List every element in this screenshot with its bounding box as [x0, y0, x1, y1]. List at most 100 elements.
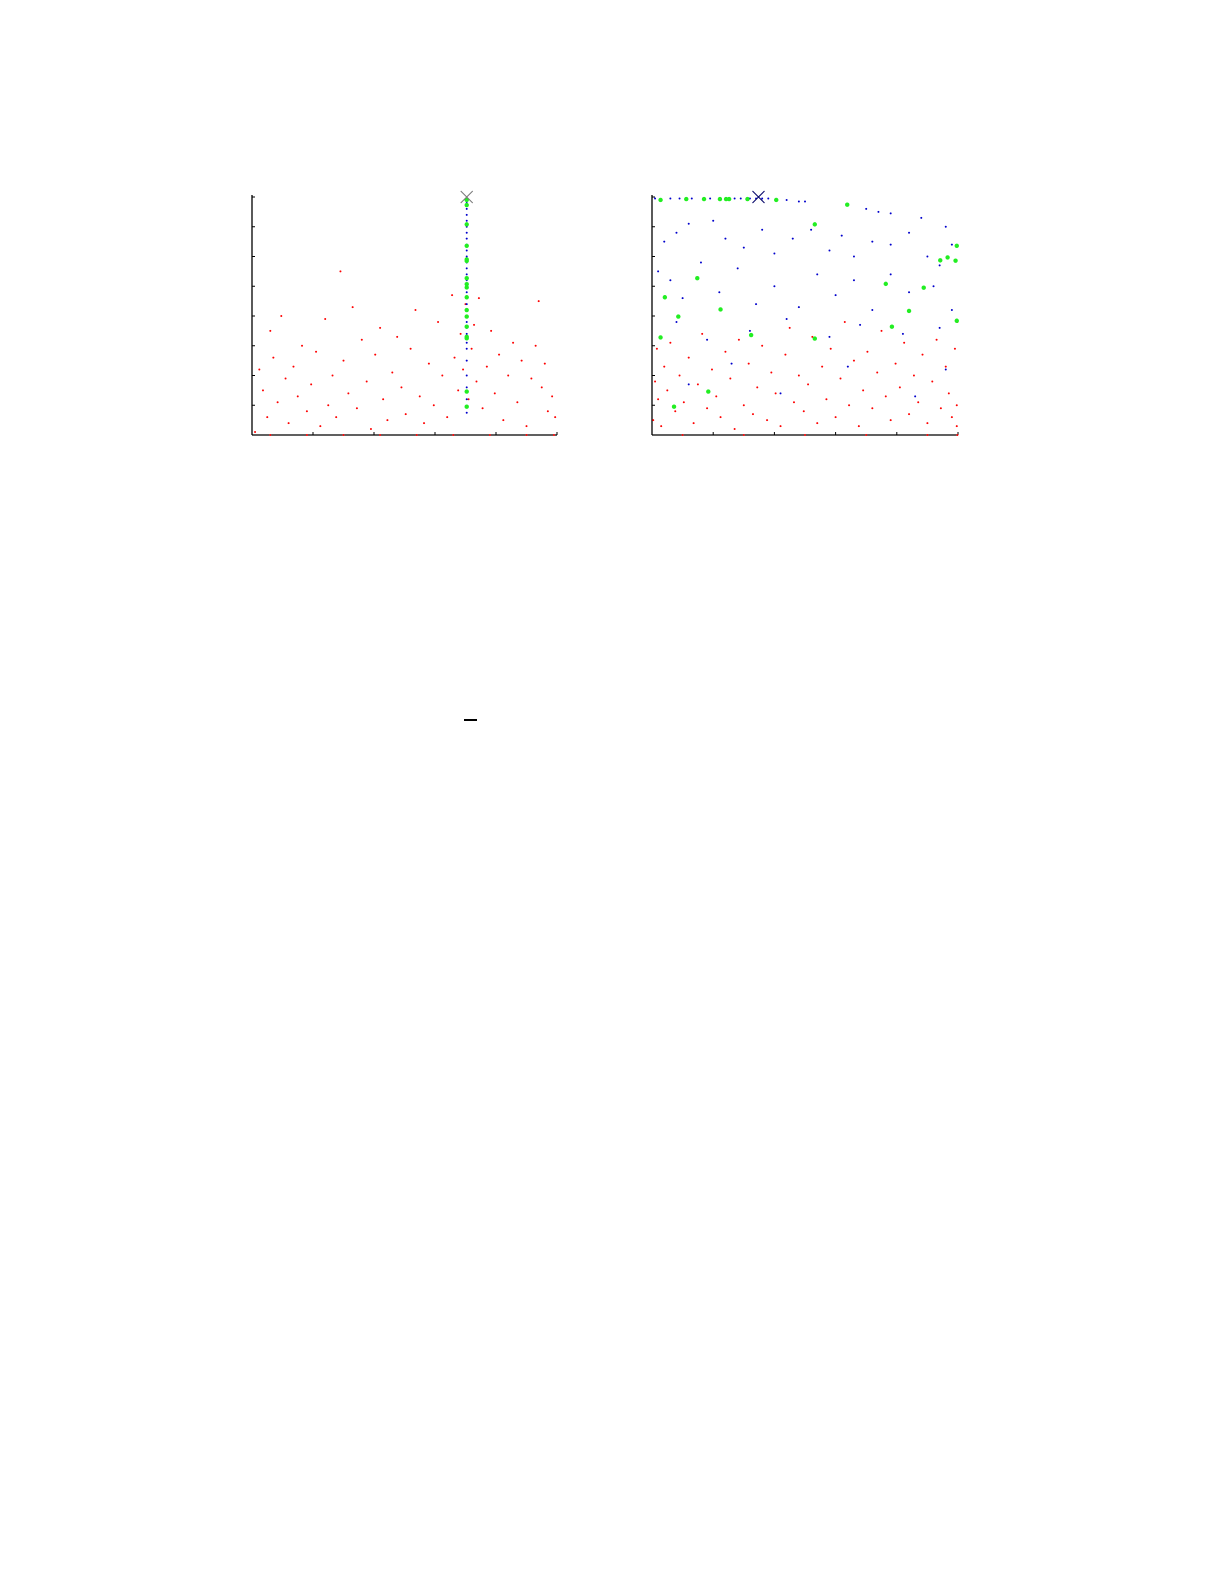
red-point — [319, 425, 322, 428]
red-point — [669, 341, 672, 344]
blue-point — [465, 219, 468, 222]
blue-point — [465, 207, 468, 210]
red-point — [894, 362, 897, 365]
red-point — [382, 398, 385, 401]
red-point — [451, 294, 454, 297]
red-point — [843, 320, 846, 323]
red-point — [821, 365, 824, 368]
green-point — [953, 258, 958, 263]
red-point — [546, 410, 549, 413]
blue-point — [465, 341, 468, 344]
red-point — [284, 377, 287, 380]
blue-point — [465, 374, 468, 377]
blue-point — [739, 197, 742, 200]
red-point — [678, 374, 681, 377]
red-point — [327, 404, 330, 407]
blue-point — [944, 368, 947, 371]
blue-point — [761, 228, 764, 231]
green-point — [812, 336, 817, 341]
red-point — [551, 395, 554, 398]
blue-point — [834, 294, 837, 297]
red-point — [710, 368, 713, 371]
blue-point — [889, 273, 892, 276]
red-point — [955, 425, 958, 428]
red-point — [459, 332, 462, 335]
blue-point — [785, 198, 788, 201]
green-point — [706, 389, 711, 394]
red-point — [379, 326, 382, 329]
red-point — [862, 389, 865, 392]
red-point — [657, 398, 660, 401]
green-point — [464, 202, 469, 208]
blue-point — [465, 249, 468, 252]
green-point — [684, 196, 689, 202]
green-point — [745, 196, 750, 202]
blue-point — [675, 231, 678, 234]
red-point — [512, 341, 515, 344]
red-point — [935, 338, 938, 341]
red-point — [365, 380, 368, 383]
green-point — [464, 389, 469, 394]
blue-point — [944, 225, 947, 228]
blue-point — [950, 309, 953, 312]
red-point — [926, 434, 929, 436]
blue-point — [733, 197, 736, 200]
blue-point — [736, 267, 739, 270]
red-point — [516, 401, 519, 404]
green-point — [676, 314, 681, 319]
red-point — [660, 425, 663, 428]
blue-point — [712, 219, 715, 222]
blue-point — [840, 234, 843, 237]
red-point — [488, 434, 491, 436]
red-point — [953, 347, 956, 350]
red-point — [811, 335, 814, 338]
blue-point — [718, 291, 721, 294]
blue-point — [914, 395, 917, 398]
blue-point — [852, 255, 855, 258]
green-point — [774, 197, 779, 203]
blue-point — [950, 243, 953, 246]
blue-point — [465, 359, 468, 362]
red-point — [490, 329, 493, 332]
red-point — [351, 306, 354, 309]
red-point — [360, 338, 363, 341]
blue-point — [465, 411, 468, 414]
blue-point — [748, 329, 751, 332]
blue-point — [889, 243, 892, 246]
red-point — [266, 416, 269, 419]
red-point — [342, 359, 345, 362]
red-point — [391, 371, 394, 374]
red-point — [682, 401, 685, 404]
red-point — [261, 389, 264, 392]
blue-point — [871, 240, 874, 243]
red-point — [452, 434, 455, 436]
blue-point — [926, 255, 929, 258]
green-point — [938, 258, 943, 263]
green-point — [464, 222, 469, 227]
x-marker — [752, 190, 765, 204]
blue-point — [699, 261, 702, 264]
red-point — [427, 362, 430, 365]
green-point — [723, 196, 729, 202]
blue-point — [465, 398, 468, 401]
red-point — [475, 380, 478, 383]
red-point — [889, 419, 892, 422]
red-point — [335, 416, 338, 419]
blue-point — [797, 306, 800, 309]
red-point — [310, 383, 313, 386]
red-point — [742, 434, 745, 436]
scatter-plot-2 — [651, 190, 959, 436]
blue-point — [465, 231, 468, 234]
blue-point — [465, 255, 468, 258]
red-point — [939, 407, 942, 410]
green-point — [695, 276, 700, 281]
green-point — [921, 285, 926, 290]
blue-point — [810, 228, 813, 231]
red-point — [498, 353, 501, 356]
red-point — [409, 347, 412, 350]
green-point — [662, 295, 668, 300]
red-point — [530, 377, 533, 380]
blue-point — [871, 309, 874, 312]
red-point — [287, 422, 290, 425]
